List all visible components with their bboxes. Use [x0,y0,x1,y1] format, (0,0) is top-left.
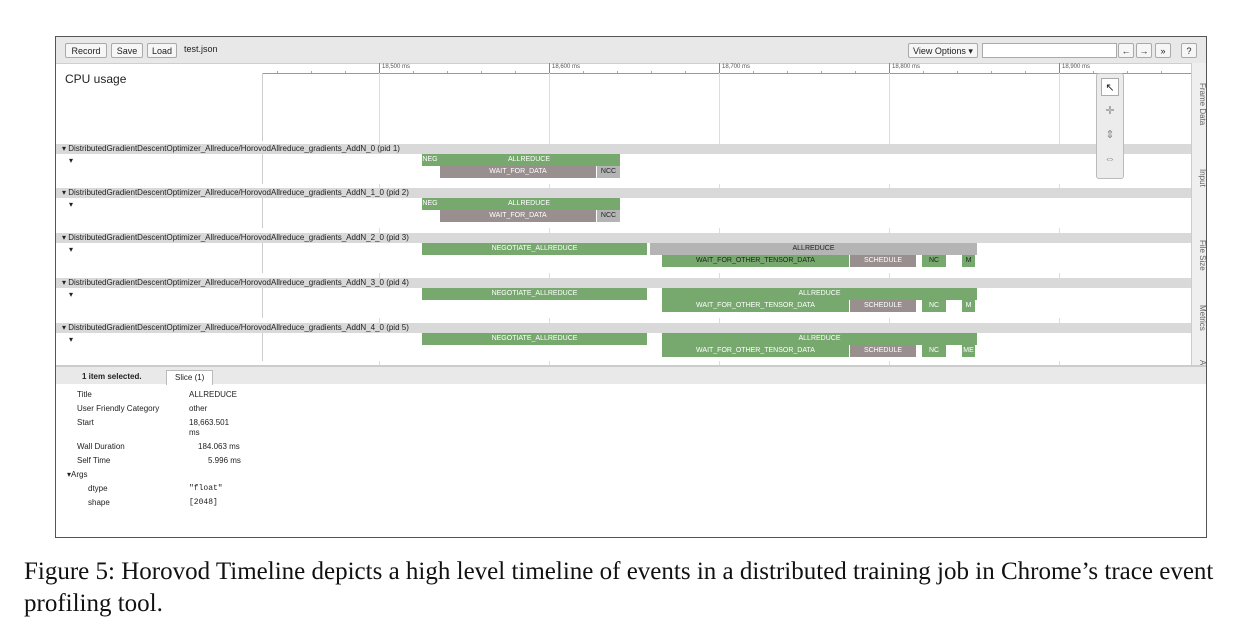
process-header[interactable]: ▾ DistributedGradientDescentOptimizer_Al… [56,278,1191,288]
arg-dtype-value: "float" [189,484,223,493]
find-all-button[interactable]: » [1155,43,1171,58]
process-track[interactable]: ▾ NEGOTIATE_ALLREDUCE ALLREDUCE WAIT_FOR… [56,243,1191,273]
process-header[interactable]: ▾ DistributedGradientDescentOptimizer_Al… [56,188,1191,198]
side-tab-input[interactable]: Input [1198,169,1207,187]
prop-start-unit: ms [189,428,200,437]
cpu-usage-track[interactable] [262,73,1201,141]
prop-wall-duration-value: 184.063 ms [198,442,240,451]
slice-schedule[interactable]: SCHEDULE [850,255,916,267]
slice-allreduce[interactable]: ALLREDUCE [662,288,977,300]
process-track[interactable]: ▾ NEG ALLREDUCE WAIT_FOR_DATA NCC [56,198,1191,228]
process-track[interactable]: ▾ NEGOTIATE_ALLREDUCE ALLREDUCE WAIT_FOR… [56,288,1191,318]
expand-arrow-icon[interactable]: ▾ [69,200,74,209]
ruler-tick: 18,500 ms [379,63,410,73]
tab-selection-summary[interactable]: 1 item selected. [82,372,142,381]
slice-allreduce[interactable]: ALLREDUCE [438,198,620,210]
slice-nccl[interactable]: NC [922,345,946,357]
prop-title-value: ALLREDUCE [189,390,238,399]
figure-caption: Figure 5: Horovod Timeline depicts a hig… [24,558,1214,617]
zoom-icon[interactable]: ⇕ [1105,129,1115,141]
load-button[interactable]: Load [147,43,177,58]
slice-memcpy[interactable]: M [962,255,975,267]
slice-allreduce[interactable]: ALLREDUCE [438,154,620,166]
toolbar: Record Save Load test.json View Options … [56,37,1206,64]
slice-wait-for-data[interactable]: WAIT_FOR_DATA [440,210,596,222]
slice-negotiate-allreduce[interactable]: NEGOTIATE_ALLREDUCE [422,243,647,255]
slice-wait-for-other-tensor-data[interactable]: WAIT_FOR_OTHER_TENSOR_DATA [662,255,849,267]
slice-negotiate-allreduce[interactable]: NEGOTIATE_ALLREDUCE [422,288,647,300]
slice-nccl[interactable]: NC [922,300,946,312]
arg-dtype-key: dtype [88,484,108,493]
slice-nccl[interactable]: NCC [597,210,620,222]
analysis-panel: 1 item selected. Slice (1) Title ALLREDU… [56,365,1206,537]
cpu-usage-label: CPU usage [65,72,127,86]
time-ruler[interactable]: 18,500 ms 18,600 ms 18,700 ms 18,800 ms … [262,63,1206,74]
prop-wall-duration-key: Wall Duration [77,442,125,451]
expand-arrow-icon[interactable]: ▾ [69,335,74,344]
save-button[interactable]: Save [111,43,143,58]
view-options-dropdown[interactable]: View Options ▾ [908,43,978,58]
slice-wait-for-other-tensor-data[interactable]: WAIT_FOR_OTHER_TENSOR_DATA [662,345,849,357]
pan-icon[interactable]: ✛ [1105,105,1115,117]
side-tab-file-size[interactable]: File Size [1198,240,1207,271]
process-header[interactable]: ▾ DistributedGradientDescentOptimizer_Al… [56,233,1191,243]
prop-category-value: other [189,404,208,413]
side-panel-tabs: Frame Data Input File Size Metrics Alert… [1191,63,1207,403]
slice-memcpy[interactable]: M [962,300,975,312]
side-tab-metrics[interactable]: Metrics [1198,305,1207,331]
select-pointer-icon[interactable]: ↖ [1101,78,1119,96]
process-header[interactable]: ▾ DistributedGradientDescentOptimizer_Al… [56,323,1191,333]
trace-viewer-window: Record Save Load test.json View Options … [55,36,1207,538]
help-button[interactable]: ? [1181,43,1197,58]
prop-start-value: 18,663.501 [189,418,230,427]
slice-negotiate[interactable]: NEG [422,154,438,166]
ruler-tick: 18,800 ms [889,63,920,73]
mouse-mode-selector: ↖ ✛ ⇕ ⇔ [1096,73,1124,179]
arg-shape-key: shape [88,498,110,507]
expand-arrow-icon[interactable]: ▾ [69,290,74,299]
prop-self-time-value: 5.996 ms [208,456,241,465]
ruler-tick: 18,600 ms [549,63,580,73]
expand-arrow-icon[interactable]: ▾ [69,156,74,165]
ruler-tick: 18,700 ms [719,63,750,73]
side-tab-frame-data[interactable]: Frame Data [1198,82,1207,126]
find-previous-button[interactable]: ← [1118,43,1134,58]
slice-allreduce[interactable]: ALLREDUCE [650,243,977,255]
ruler-tick: 18,900 ms [1059,63,1090,73]
slice-memcpy[interactable]: ME [962,345,975,357]
slice-negotiate-allreduce[interactable]: NEGOTIATE_ALLREDUCE [422,333,647,345]
arg-shape-value: [2048] [189,498,218,507]
args-expander[interactable]: ▾Args [67,470,88,479]
slice-allreduce[interactable]: ALLREDUCE [662,333,977,345]
prop-category-key: User Friendly Category [77,404,160,413]
prop-self-time-key: Self Time [77,456,111,465]
record-button[interactable]: Record [65,43,107,58]
slice-nccl[interactable]: NC [922,255,946,267]
slice-schedule[interactable]: SCHEDULE [850,300,916,312]
tab-slice[interactable]: Slice (1) [166,370,214,385]
prop-start-key: Start [77,418,94,427]
file-name: test.json [184,44,218,54]
process-track[interactable]: ▾ NEGOTIATE_ALLREDUCE ALLREDUCE WAIT_FOR… [56,333,1191,361]
analysis-tabbar: 1 item selected. Slice (1) [56,367,1206,385]
process-track[interactable]: ▾ NEG ALLREDUCE WAIT_FOR_DATA NCC [56,154,1191,184]
slice-nccl[interactable]: NCC [597,166,620,178]
slice-negotiate[interactable]: NEG [422,198,438,210]
slice-wait-for-other-tensor-data[interactable]: WAIT_FOR_OTHER_TENSOR_DATA [662,300,849,312]
process-header[interactable]: ▾ DistributedGradientDescentOptimizer_Al… [56,144,1191,154]
slice-schedule[interactable]: SCHEDULE [850,345,916,357]
find-next-button[interactable]: → [1136,43,1152,58]
prop-title-key: Title [77,390,92,399]
slice-wait-for-data[interactable]: WAIT_FOR_DATA [440,166,596,178]
search-input[interactable] [982,43,1117,58]
expand-arrow-icon[interactable]: ▾ [69,245,74,254]
timing-icon[interactable]: ⇔ [1104,153,1116,165]
